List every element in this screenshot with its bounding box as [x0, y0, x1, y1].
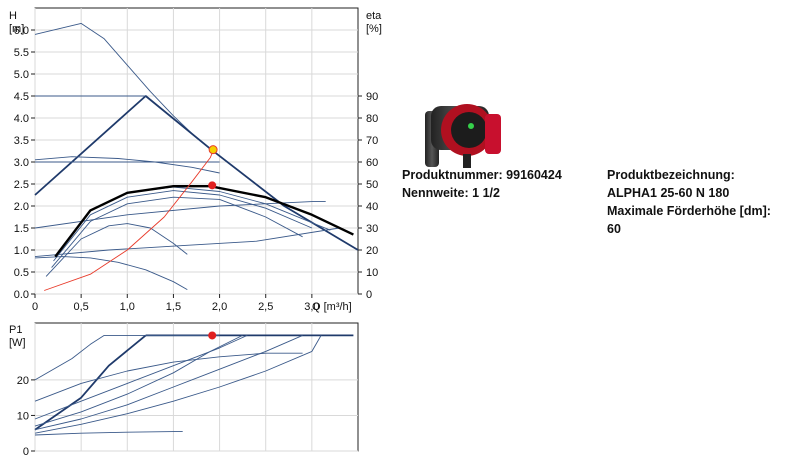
duty-point [208, 181, 217, 190]
nominal-size: Nennweite: 1 1/2 [402, 186, 500, 200]
y2-tick-label: 40 [366, 201, 378, 213]
y2-tick-label: 50 [366, 179, 378, 191]
series-line-11 [54, 186, 331, 257]
power-axis-ticks: 0 10 20 [17, 375, 35, 458]
y-tick-label: 5.0 [14, 69, 29, 81]
designation-label: Produktbezeichnung: [607, 168, 735, 182]
efficiency-axis-unit: [%] [366, 23, 382, 35]
product-number-block: Produktnummer: 99160424 Nennweite: 1 1/2 [402, 166, 562, 202]
head-flow-chart: 0.00.51.01.52.02.53.03.54.04.55.05.56.0 … [9, 7, 382, 313]
x-tick-label: 2,0 [212, 301, 227, 313]
product-number: Produktnummer: 99160424 [402, 168, 562, 182]
series-line-5 [34, 334, 243, 427]
y-tick-label: 20 [17, 375, 29, 387]
power-flow-points [208, 331, 217, 340]
series-line-8 [34, 430, 183, 436]
pump-right-flange [485, 114, 501, 154]
y2-tick-label: 80 [366, 113, 378, 125]
series-line-12 [54, 185, 354, 258]
power-flow-plot-area [34, 322, 359, 452]
series-line-2 [34, 334, 220, 381]
y-tick-label: 2.5 [14, 179, 29, 191]
y2-tick-label: 0 [366, 289, 372, 301]
series-line-7 [34, 335, 322, 434]
series-line-6 [34, 334, 303, 431]
y2-tick-label: 70 [366, 135, 378, 147]
x-tick-label: 0 [32, 301, 38, 313]
series-line-10 [53, 190, 313, 262]
y-tick-label: 0.0 [14, 289, 29, 301]
power-flow-chart: 0 10 20 P1 [W] [9, 322, 359, 458]
pump-cable-gland [463, 154, 471, 168]
x-tick-label: 2,5 [258, 301, 273, 313]
flow-axis-label: Q [m³/h] [312, 301, 352, 313]
series-line-8 [45, 223, 188, 277]
power-flow-grid [34, 323, 358, 452]
duty-point [208, 331, 217, 340]
circulator-pump-photo [425, 104, 501, 168]
flow-axis-ticks: 0 0,5 1,0 1,5 2,0 2,5 3,0 [32, 294, 320, 313]
y-tick-label: 3.5 [14, 135, 29, 147]
series-line-1 [34, 334, 147, 431]
y2-tick-label: 10 [366, 267, 378, 279]
product-designation-block: Produktbezeichnung: ALPHA1 25-60 N 180 M… [607, 166, 771, 238]
series-line-0 [34, 22, 211, 150]
efficiency-axis-ticks: 0 10 20 30 40 50 60 70 80 90 [358, 91, 378, 301]
power-flow-series [34, 334, 354, 436]
series-line-6 [34, 227, 340, 258]
series-line-7 [34, 256, 188, 290]
y-tick-label: 2.0 [14, 201, 29, 213]
head-axis-ticks: 0.0 0.5 1.0 1.5 2.0 2.5 3.0 3.5 4.0 4.5 5.0 5.5 6.0 [14, 25, 35, 301]
series-line-3 [34, 352, 303, 402]
y-tick-label: 0 [23, 446, 29, 458]
max-head-value: 60 [607, 222, 621, 236]
x-tick-label: 3,0 [304, 301, 319, 313]
y-tick-label: 4.5 [14, 91, 29, 103]
y-tick-label: 1.0 [14, 245, 29, 257]
y2-tick-label: 20 [366, 245, 378, 257]
designation-value: ALPHA1 25-60 N 180 [607, 186, 730, 200]
y2-tick-label: 60 [366, 157, 378, 169]
head-axis-label-h: H [9, 10, 17, 22]
x-tick-label: 1,0 [120, 301, 135, 313]
head-axis-label-unit: [m] [9, 23, 24, 35]
x-tick-label: 0,5 [73, 301, 88, 313]
pump-status-led [468, 123, 474, 129]
pump-control-face [451, 112, 487, 148]
max-head-label: Maximale Förderhöhe [dm]: [607, 204, 771, 218]
y-tick-label: 0.5 [14, 267, 29, 279]
series-line-9 [51, 196, 303, 268]
series-line-4 [34, 156, 220, 174]
y-tick-label: 10 [17, 410, 29, 422]
y2-tick-label: 90 [366, 91, 378, 103]
y-tick-label: 1.5 [14, 223, 29, 235]
y-tick-label: 6.0 [14, 25, 29, 37]
power-axis-label-unit: [W] [9, 337, 26, 349]
y-tick-label: 3.0 [14, 157, 29, 169]
y-tick-label: 4.0 [14, 113, 29, 125]
efficiency-marker [208, 145, 218, 155]
series-line-4 [34, 334, 248, 420]
series-line-5 [34, 201, 326, 229]
power-axis-label-p1: P1 [9, 324, 22, 336]
x-tick-label: 1,5 [166, 301, 181, 313]
y2-tick-label: 30 [366, 223, 378, 235]
series-line-13 [44, 146, 216, 291]
head-flow-points [208, 145, 218, 190]
efficiency-axis-label: eta [366, 10, 382, 22]
y-tick-label: 5.5 [14, 47, 29, 59]
